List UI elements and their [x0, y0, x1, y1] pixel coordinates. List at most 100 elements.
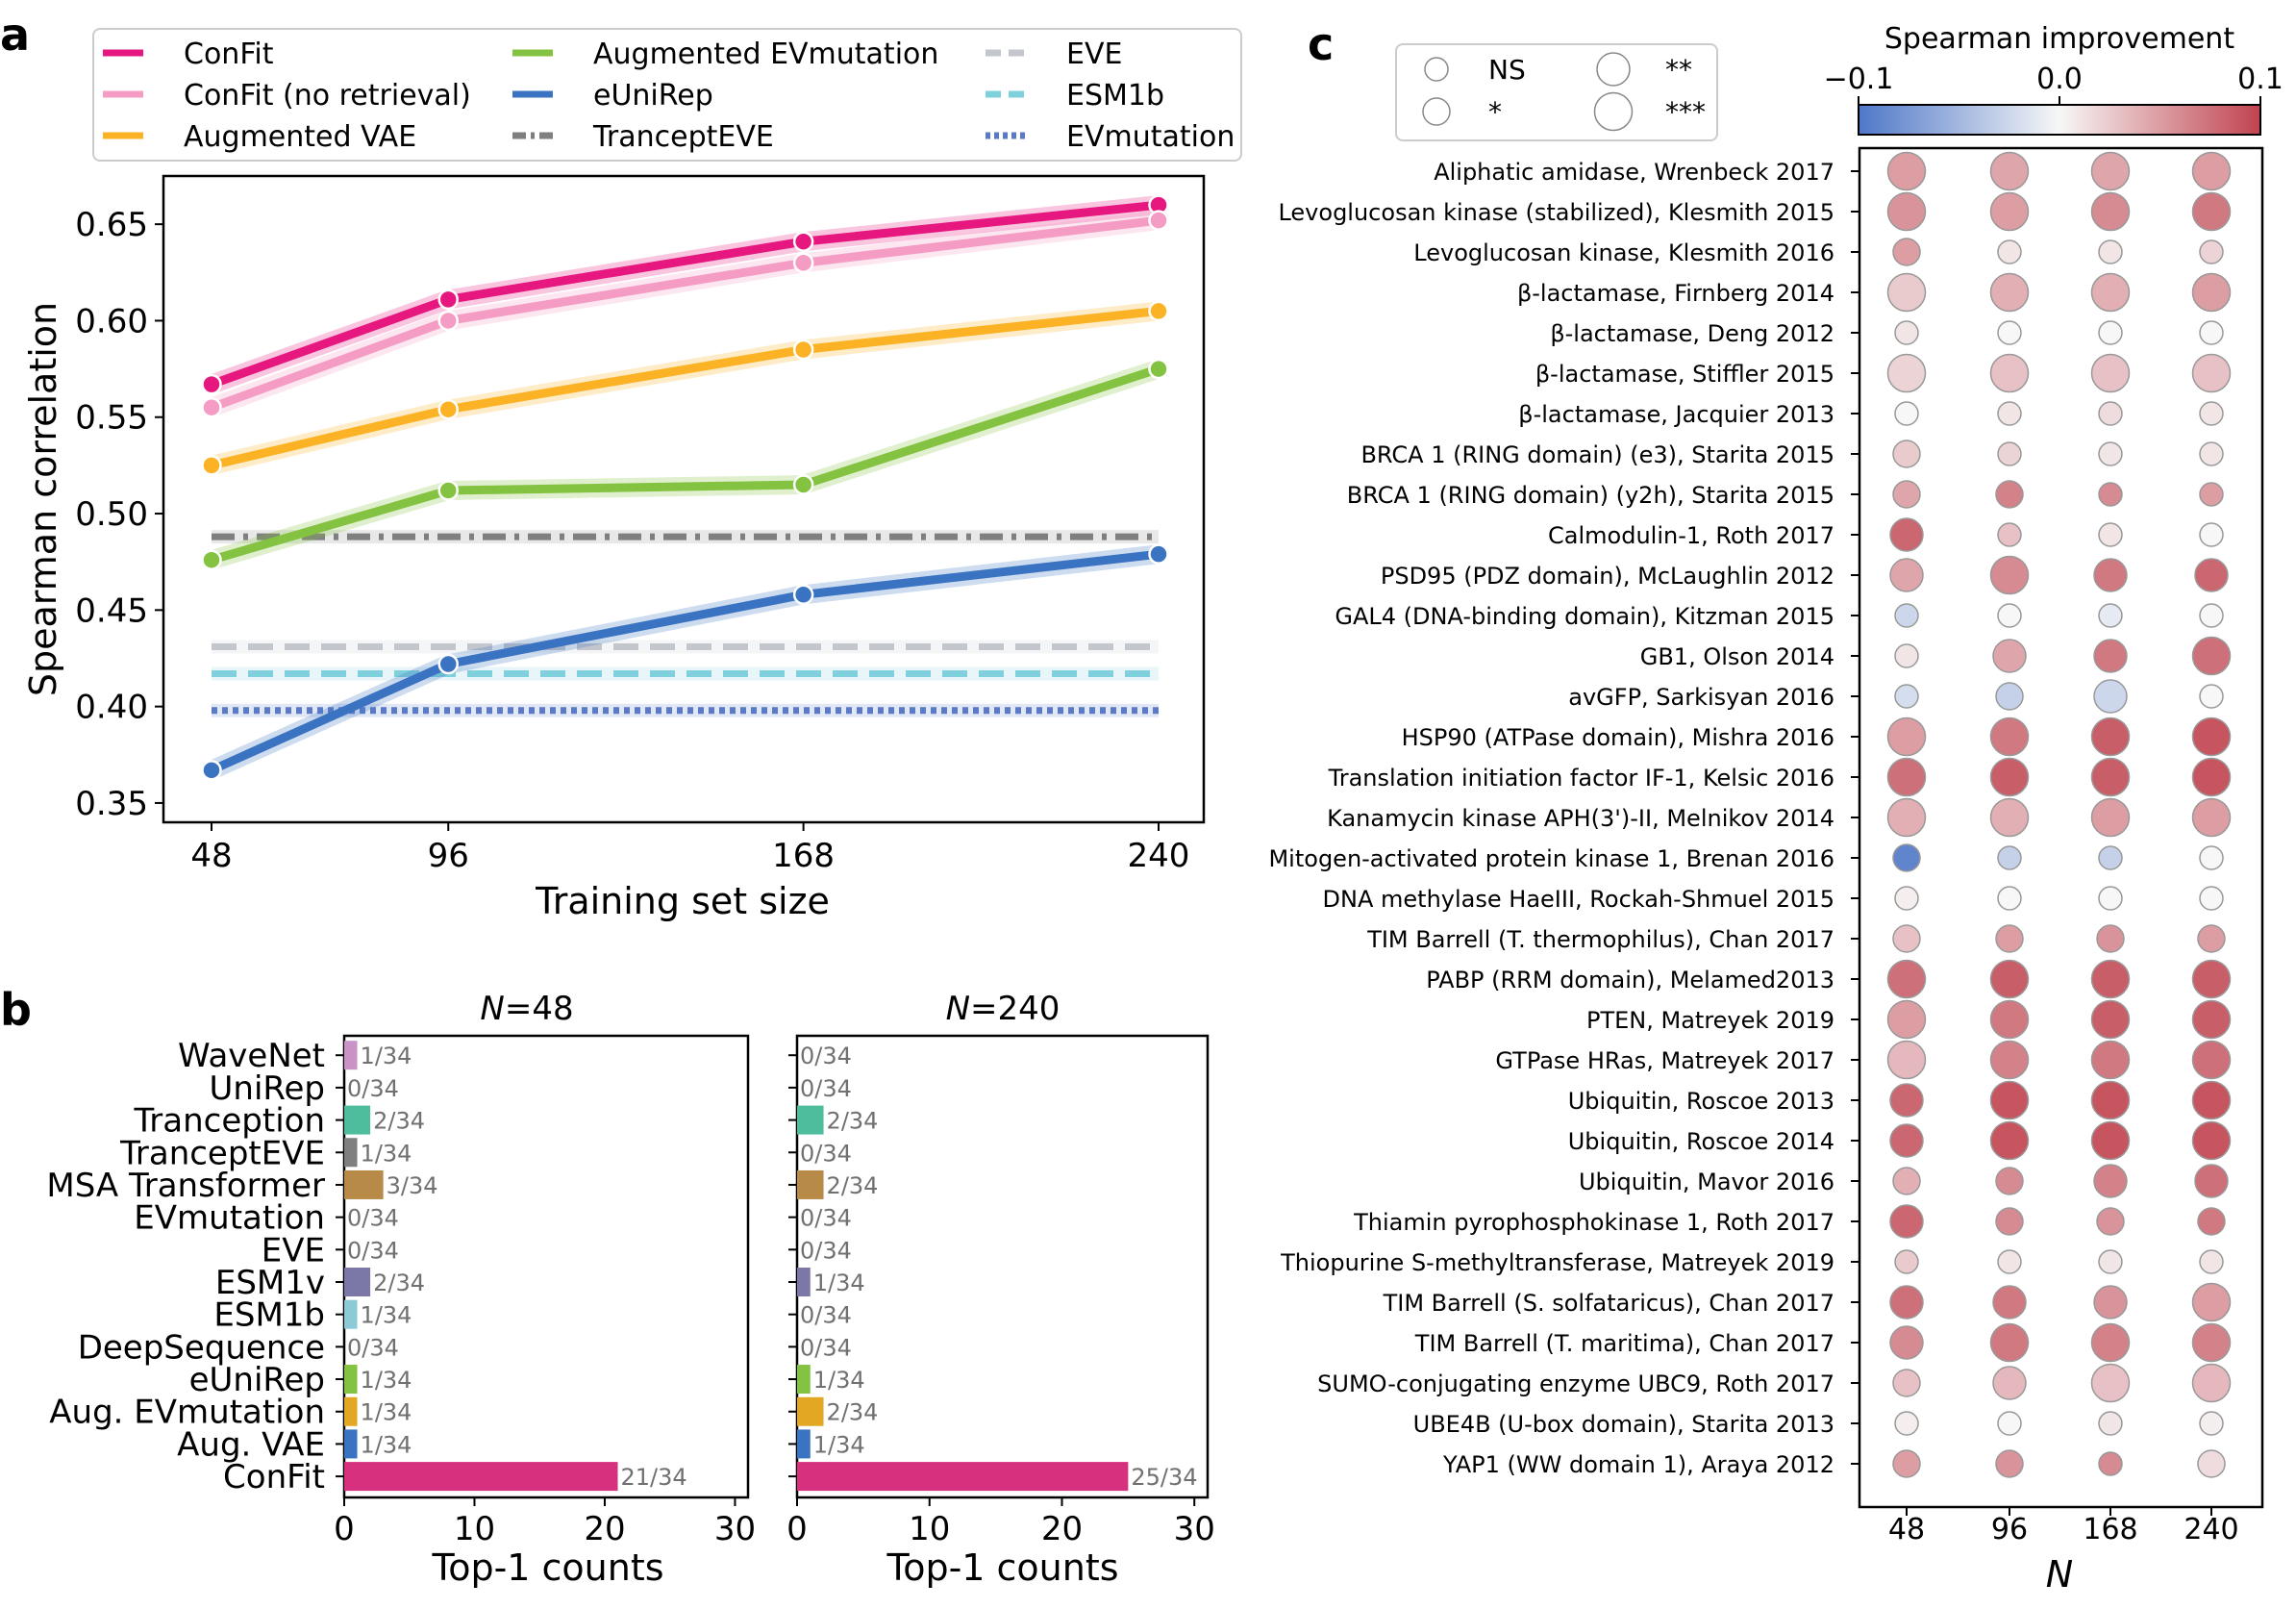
y-tick-label: 0.35 [75, 785, 148, 823]
bar-value-label-tranception: 2/34 [373, 1108, 425, 1135]
cell-bubble [2090, 353, 2131, 393]
series-group-a [201, 194, 1169, 781]
category-label-esm1b: ESM1b [213, 1296, 325, 1335]
row-label-ubiquitin-mavor-2016: Ubiquitin, Mavor 2016 [1579, 1169, 1834, 1195]
cell-bubble [1997, 522, 2022, 547]
cell-bubble [1889, 1285, 1924, 1320]
x-axis-label-c: N [2046, 1553, 2073, 1596]
cell-bubble [2098, 845, 2123, 870]
row-label-lactamase-jacquier-2013: β-lactamase, Jacquier 2013 [1518, 401, 1834, 428]
cell-bubble [1997, 401, 2022, 426]
cell-bubble [1989, 353, 2030, 393]
cell-bubble [1894, 401, 1919, 426]
row-label-yap1-ww-domain-1-araya-2012: YAP1 (WW domain 1), Araya 2012 [1442, 1451, 1834, 1478]
subplot-title-n240-val: =240 [970, 990, 1060, 1028]
cell-bubble [2090, 151, 2131, 191]
series-line-eunirep [207, 549, 1163, 775]
cell-bubble [1894, 603, 1919, 628]
data-point-confit [201, 373, 222, 395]
subplot-title-n240-var: N [946, 990, 970, 1028]
bar-value-label-wavenet: 1/34 [361, 1043, 412, 1069]
cell-bubble [2199, 482, 2224, 507]
category-label-esm1v: ESM1v [215, 1264, 325, 1302]
cell-bubble [1886, 353, 1927, 393]
cell-bubble [1995, 682, 2024, 711]
plot-area-b2 [795, 1034, 1210, 1499]
bar-value-label-confit: 25/34 [1131, 1464, 1197, 1491]
row-label-brca-1-ring-domain-y2h-starita-2015: BRCA 1 (RING domain) (y2h), Starita 2015 [1347, 482, 1834, 509]
cell-bubble [1894, 320, 1919, 345]
x-tick-label: 20 [584, 1510, 625, 1548]
cell-bubble [2191, 1120, 2232, 1161]
cell-bubble [1989, 1120, 2030, 1161]
cell-bubble [1992, 1285, 2027, 1320]
size-legend-marker [1596, 52, 1631, 87]
legend-label-trancepteve: TranceptEVE [592, 120, 774, 154]
panel-label-a: a [0, 9, 30, 61]
cell-bubble [1889, 1083, 1924, 1118]
cell-bubble [2090, 959, 2131, 999]
y-tick-label: 0.45 [75, 591, 148, 630]
bar-value-label-aug-evmutation: 2/34 [827, 1399, 879, 1426]
data-point-augmented-vae [1148, 300, 1169, 322]
data-point-confit [437, 289, 459, 311]
cell-bubble [2098, 482, 2123, 507]
cell-bubble [1997, 845, 2022, 870]
cell-bubble [2098, 1249, 2123, 1274]
y-tick-label: 0.40 [75, 689, 148, 727]
size-legend-label: *** [1665, 96, 1706, 128]
cell-bubble [1995, 480, 2024, 509]
size-legend-marker [1424, 57, 1449, 82]
series-line-confit [207, 200, 1163, 390]
cell-bubble [1894, 1249, 1919, 1274]
legend-label-eve: EVE [1066, 38, 1122, 71]
cell-bubble [2199, 441, 2224, 466]
size-legend-marker [1422, 97, 1451, 126]
bar-value-label-msa-transformer: 3/34 [387, 1172, 438, 1199]
data-point-augmented-vae [437, 398, 459, 420]
cell-bubble [1989, 1322, 2030, 1363]
cell-bubble [2199, 522, 2224, 547]
row-label-avgfp-sarkisyan-2016: avGFP, Sarkisyan 2016 [1568, 684, 1834, 711]
cell-bubble [1886, 151, 1927, 191]
y-tick-label: 0.65 [75, 206, 148, 244]
bar-eunirep [797, 1365, 811, 1395]
panel-label-b: b [0, 984, 32, 1036]
bar-value-label-msa-transformer: 2/34 [827, 1172, 879, 1199]
cell-bubble [1989, 191, 2030, 232]
cell-bubble [1997, 886, 2022, 911]
cell-bubble [2191, 959, 2232, 999]
category-label-unirep: UniRep [210, 1069, 325, 1108]
row-label-ube4b-u-box-domain-starita-2013: UBE4B (U-box domain), Starita 2013 [1413, 1411, 1834, 1438]
cell-bubble [1889, 558, 1924, 592]
category-label-tranception: Tranception [134, 1102, 325, 1141]
panel-label-c: c [1308, 18, 1334, 70]
cell-bubble [2199, 845, 2224, 870]
row-label-gb1-olson-2014: GB1, Olson 2014 [1640, 643, 1834, 670]
bar-confit [797, 1462, 1129, 1492]
cell-bubble [1889, 517, 1924, 552]
colorbar-gradient [1858, 104, 2261, 136]
cell-bubble [1892, 440, 1921, 468]
bar-value-label-aug-evmutation: 1/34 [361, 1399, 412, 1426]
bar-value-label-eve: 0/34 [800, 1237, 852, 1264]
legend-panel-a: ConFit ConFit (no retrieval) Augmented VAE… [92, 28, 1242, 162]
bar-aug-vae [344, 1429, 358, 1459]
cell-bubble [2090, 1322, 2131, 1363]
cell-bubble [2090, 1040, 2131, 1080]
bar-value-label-evmutation: 0/34 [347, 1205, 399, 1232]
bar-tranception [344, 1105, 371, 1135]
row-label-lactamase-stiffler-2015: β-lactamase, Stiffler 2015 [1535, 361, 1834, 388]
cell-bubble [2199, 1249, 2224, 1274]
x-tick-label: 240 [2184, 1513, 2238, 1546]
row-label-dna-methylase-haeiii-rockah-shmuel-2015: DNA methylase HaeIII, Rockah-Shmuel 2015 [1323, 886, 1834, 913]
bar-trancepteve [344, 1138, 358, 1168]
bar-value-label-confit: 21/34 [621, 1464, 687, 1491]
cell-bubble [2090, 717, 2131, 757]
size-legend-label: ** [1665, 54, 1692, 86]
row-label-tim-barrell-t-maritima-chan-2017: TIM Barrell (T. maritima), Chan 2017 [1414, 1330, 1834, 1357]
bar-value-label-deepsequence: 0/34 [347, 1334, 399, 1361]
bar-aug-evmutation [344, 1396, 358, 1426]
bar-esm1b [344, 1299, 358, 1329]
row-label-lactamase-deng-2012: β-lactamase, Deng 2012 [1550, 320, 1834, 347]
